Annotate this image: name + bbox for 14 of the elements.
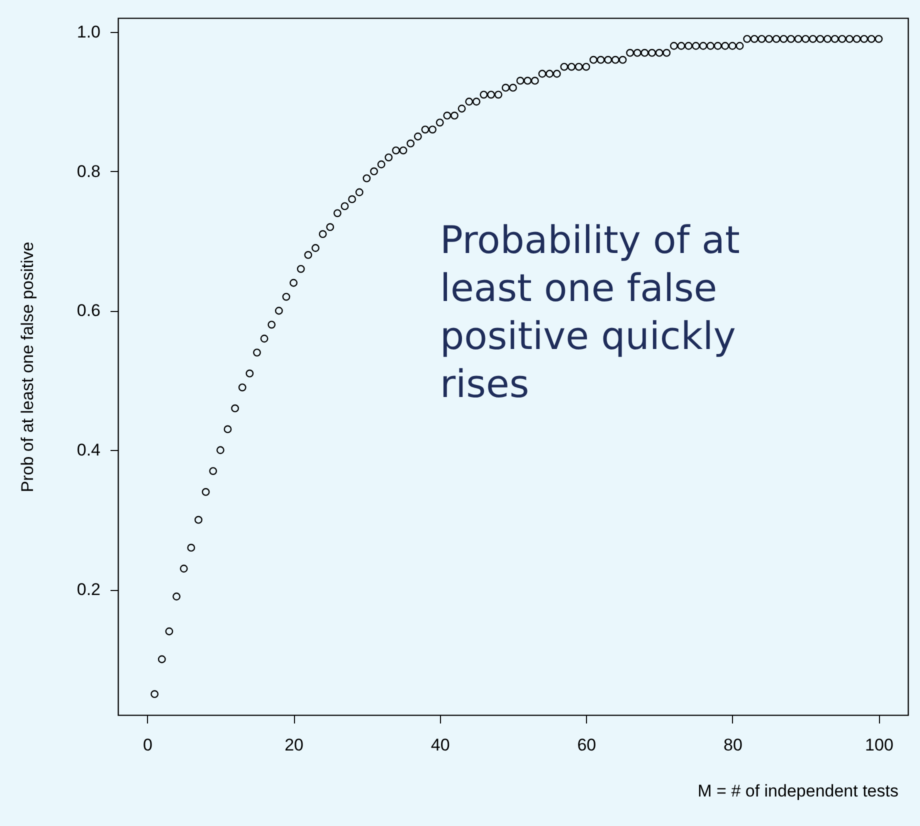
y-tick-label: 0.2 — [76, 580, 100, 600]
x-tick-label: 80 — [723, 736, 742, 754]
x-axis-title: M = # of independent tests — [698, 782, 898, 800]
y-tick-label: 1.0 — [76, 22, 100, 42]
y-axis-title: Prob of at least one false positive — [18, 242, 37, 492]
x-tick-label: 0 — [143, 736, 152, 754]
x-tick-label: 20 — [284, 736, 304, 754]
y-tick-label: 0.4 — [76, 440, 100, 460]
x-tick-label: 40 — [430, 736, 450, 754]
annotation: Probability of at least one false positive quickly rises — [440, 218, 740, 406]
y-tick-label: 0.8 — [76, 162, 100, 181]
x-tick-label: 100 — [865, 736, 894, 754]
y-tick-label: 0.6 — [76, 301, 100, 320]
x-tick-label: 60 — [577, 736, 596, 754]
